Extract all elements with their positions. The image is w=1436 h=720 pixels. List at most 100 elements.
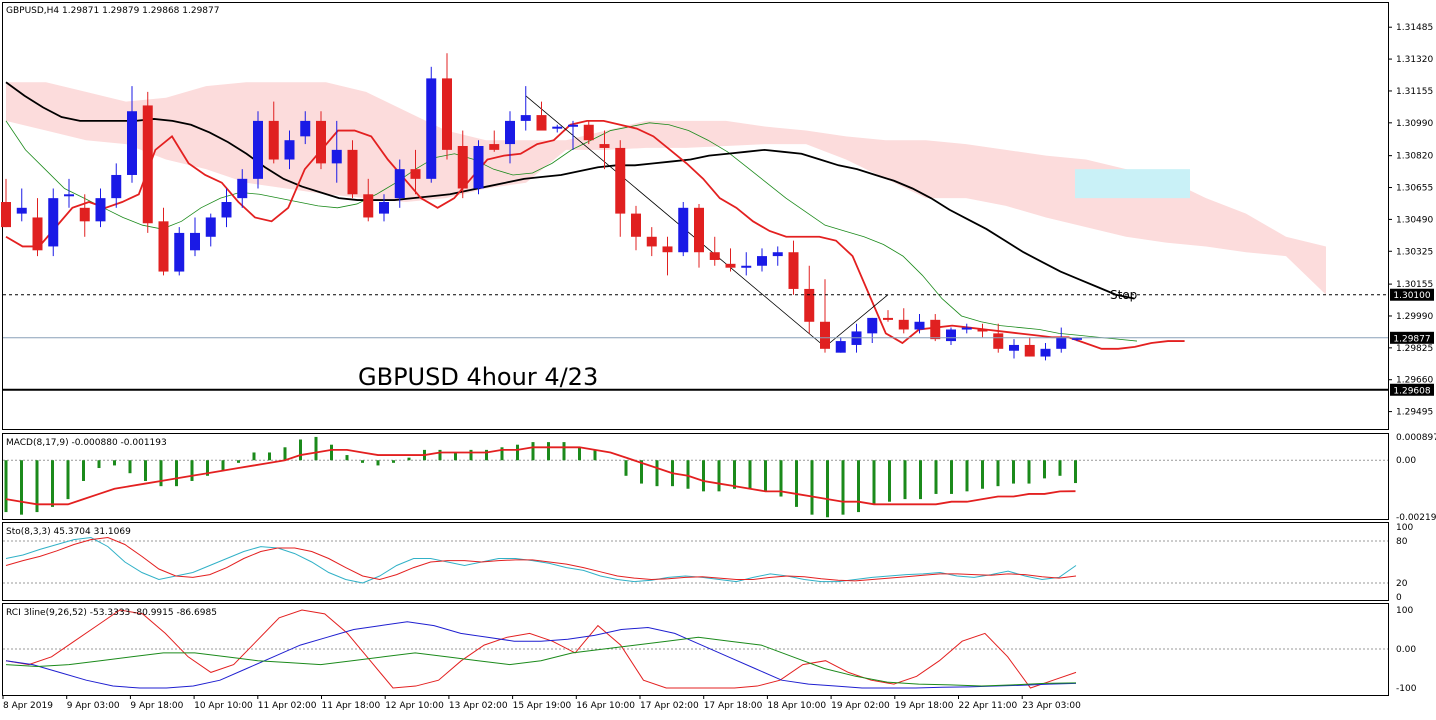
candle-body <box>583 124 594 141</box>
price-tick-label: 1.30155 <box>1396 280 1433 290</box>
time-tick-label: 23 Apr 03:00 <box>1022 701 1081 711</box>
rci-mid-line <box>5 621 1077 689</box>
candle-body <box>331 149 342 164</box>
time-tick-label: 13 Apr 02:00 <box>449 701 508 711</box>
candle-body <box>1040 348 1051 357</box>
candle-body <box>379 202 389 214</box>
candle-body <box>552 126 563 129</box>
candle-body <box>725 263 736 268</box>
candle-body <box>64 194 74 197</box>
price-tick-label: 1.29660 <box>1396 376 1433 386</box>
candle-body <box>32 217 43 251</box>
candle-body <box>914 321 925 330</box>
price-tick-label: 1.30490 <box>1396 215 1433 225</box>
time-axis: 8 Apr 2019 9 Apr 03:00 9 Apr 18:00 10 Apr 1… <box>2 695 1081 711</box>
time-tick-label: 11 Apr 18:00 <box>322 701 381 711</box>
candle-body <box>363 194 374 218</box>
candle-body <box>741 265 752 268</box>
price-tick-label: 1.31320 <box>1396 55 1433 65</box>
rci-tick-label: 0.00 <box>1396 645 1416 655</box>
rci-title: RCI 3line(9,26,52) -53.3333 -80.9915 -86… <box>6 608 217 618</box>
rci-tick-label: 100 <box>1396 606 1413 616</box>
candle-body <box>961 327 972 330</box>
time-tick-label: 16 Apr 10:00 <box>576 701 635 711</box>
candle-body <box>505 120 515 145</box>
candle-body <box>1072 337 1082 340</box>
price-tick-label: 1.30990 <box>1396 119 1433 129</box>
candle-body <box>867 317 878 334</box>
candle-body <box>1056 337 1067 349</box>
candle-body <box>631 213 641 237</box>
sto-tick-label: 100 <box>1396 523 1413 533</box>
sto-tick-label: 80 <box>1396 537 1408 547</box>
price-tick-label: 1.30655 <box>1396 184 1433 194</box>
candle-body <box>977 329 988 332</box>
time-tick-label: 9 Apr 18:00 <box>130 701 183 711</box>
candle-body <box>174 232 185 272</box>
symbol-header: GBPUSD,H4 1.29871 1.29879 1.29868 1.2987… <box>6 6 219 16</box>
candle-body <box>347 149 358 195</box>
candle-body <box>930 319 941 340</box>
price-axis: 1.31485 1.31320 1.31155 1.30990 1.30820 1.306… <box>1388 23 1433 418</box>
sto-tick-label: 0 <box>1396 593 1402 603</box>
candle-body <box>709 252 720 260</box>
candle-body <box>127 111 137 175</box>
macd-signal-line <box>5 446 1076 506</box>
price-tick-label: 1.30325 <box>1396 247 1433 257</box>
candle-body <box>489 144 500 150</box>
candle-body <box>426 78 437 179</box>
candle-body <box>79 207 90 222</box>
candles <box>1 53 1082 361</box>
price-tag-box <box>1390 288 1434 301</box>
candle-body <box>394 169 405 199</box>
candle-body <box>883 317 893 320</box>
time-tick-label: 17 Apr 02:00 <box>640 701 699 711</box>
candle-body <box>48 198 59 247</box>
candle-body <box>253 120 263 179</box>
candle-body <box>158 221 169 272</box>
price-tag-box <box>1390 383 1434 396</box>
candle-body <box>300 120 311 137</box>
candle-body <box>835 341 846 353</box>
ichimoku-cloud <box>6 82 1326 295</box>
cloud-bullish-segment <box>1075 169 1190 199</box>
candle-body <box>1009 344 1019 351</box>
time-tick-label: 19 Apr 02:00 <box>831 701 890 711</box>
stop-label: Stop <box>1110 288 1137 302</box>
candle-body <box>142 105 153 224</box>
sto-k-line <box>5 536 1077 584</box>
candle-body <box>788 252 799 289</box>
candle-body <box>757 256 767 266</box>
time-tick-label: 18 Apr 10:00 <box>767 701 826 711</box>
candle-body <box>16 207 27 214</box>
candle-body <box>457 146 468 189</box>
candle-body <box>95 198 106 222</box>
price-tick-label: 1.31485 <box>1396 23 1433 33</box>
candle-body <box>237 178 248 199</box>
candle-body <box>599 144 610 148</box>
candle-body <box>221 202 232 218</box>
macd-tick-label: -0.00219 <box>1396 513 1436 523</box>
price-tick-label: 1.30820 <box>1396 152 1433 162</box>
cloud-area <box>6 82 1326 295</box>
price-tag-box <box>1390 331 1434 344</box>
sto-title: Sto(8,3,3) 45.3704 31.1069 <box>6 527 131 537</box>
candle-body <box>536 115 547 131</box>
candle-body <box>615 147 626 214</box>
price-tick-label: 1.29990 <box>1396 312 1433 322</box>
candle-body <box>898 319 909 330</box>
candle-body <box>804 288 815 322</box>
candle-body <box>694 207 704 253</box>
rci-tick-label: -100 <box>1396 684 1417 694</box>
candle-body <box>568 124 578 127</box>
candle-body <box>678 207 689 253</box>
indicator-lines <box>5 81 1185 350</box>
candle-body <box>205 217 216 237</box>
price-tag-label: 1.29877 <box>1393 334 1430 344</box>
candle-body <box>820 321 830 349</box>
candle-body <box>190 232 200 251</box>
macd-panel: 0.000897 0.00 -0.00219 <box>3 433 1436 523</box>
rci-panel: 100 0.00 -100 <box>3 606 1417 694</box>
candle-body <box>946 329 956 342</box>
